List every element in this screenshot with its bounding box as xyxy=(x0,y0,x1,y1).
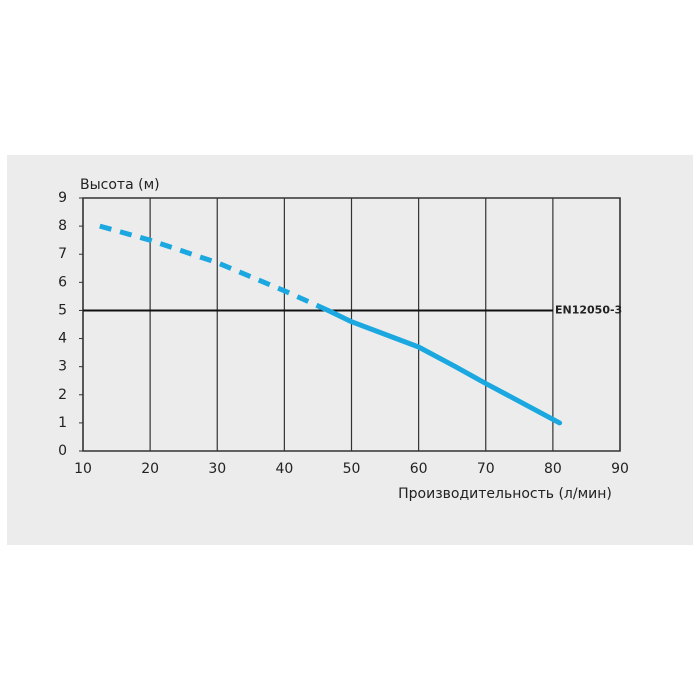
reference-label: EN12050-3 xyxy=(555,303,622,316)
x-tick-label: 80 xyxy=(544,461,562,477)
y-tick-label: 8 xyxy=(58,218,67,234)
curve xyxy=(325,307,563,426)
x-tick-label: 40 xyxy=(275,461,293,477)
y-tick-label: 2 xyxy=(58,387,67,403)
x-tick-label: 10 xyxy=(74,461,92,477)
y-tick-label: 7 xyxy=(58,246,67,262)
x-tick-label: 60 xyxy=(410,461,428,477)
x-axis-label: Производительность (л/мин) xyxy=(398,486,612,502)
y-tick-label: 9 xyxy=(58,190,67,206)
x-tick-label: 20 xyxy=(141,461,159,477)
y-tick-label: 1 xyxy=(58,415,67,431)
x-tick-label: 90 xyxy=(611,461,629,477)
y-tick-label: 5 xyxy=(58,302,67,318)
y-tick-label: 3 xyxy=(58,359,67,375)
panel xyxy=(7,155,693,545)
curve xyxy=(99,223,330,313)
y-tick-label: 0 xyxy=(58,443,67,459)
y-tick-label: 4 xyxy=(58,331,67,347)
x-tick-label: 50 xyxy=(343,461,361,477)
x-tick-label: 70 xyxy=(477,461,495,477)
y-tick-label: 6 xyxy=(58,274,67,290)
x-tick-label: 30 xyxy=(208,461,226,477)
y-axis-label: Высота (м) xyxy=(80,177,160,193)
